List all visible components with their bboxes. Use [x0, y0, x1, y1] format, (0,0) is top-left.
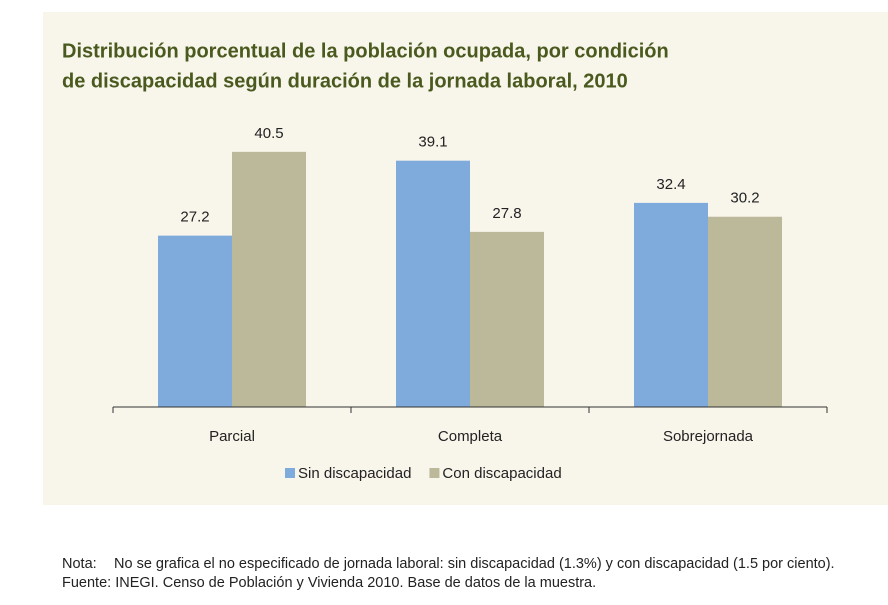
- data-label: 30.2: [730, 190, 759, 207]
- bar: [396, 160, 470, 407]
- legend-label: Con discapacidad: [442, 465, 561, 482]
- legend-label: Sin discapacidad: [298, 465, 411, 482]
- bar: [158, 235, 232, 407]
- bar: [708, 216, 782, 407]
- data-label: 27.2: [180, 209, 209, 226]
- legend-swatch: [285, 468, 295, 478]
- data-label: 39.1: [418, 134, 447, 151]
- bar: [634, 202, 708, 407]
- note: Nota: No se grafica el no especificado d…: [62, 555, 877, 574]
- note-text: No se grafica el no especificado de jorn…: [114, 556, 835, 572]
- bar: [232, 151, 306, 407]
- source: Fuente: INEGI. Censo de Población y Vivi…: [62, 574, 597, 591]
- data-label: 27.8: [492, 205, 521, 222]
- chart-title: de discapacidad según duración de la jor…: [62, 70, 628, 92]
- legend-swatch: [429, 468, 440, 478]
- chart-title: Distribución porcentual de la población …: [62, 40, 669, 62]
- x-tick-label: Parcial: [209, 428, 255, 445]
- x-tick-label: Completa: [438, 428, 503, 445]
- x-tick-label: Sobrejornada: [663, 428, 754, 445]
- bar: [470, 231, 544, 407]
- data-label: 40.5: [254, 125, 283, 142]
- notes: Nota: No se grafica el no especificado d…: [62, 555, 877, 592]
- data-label: 32.4: [656, 176, 685, 193]
- note-label: Nota:: [62, 556, 97, 572]
